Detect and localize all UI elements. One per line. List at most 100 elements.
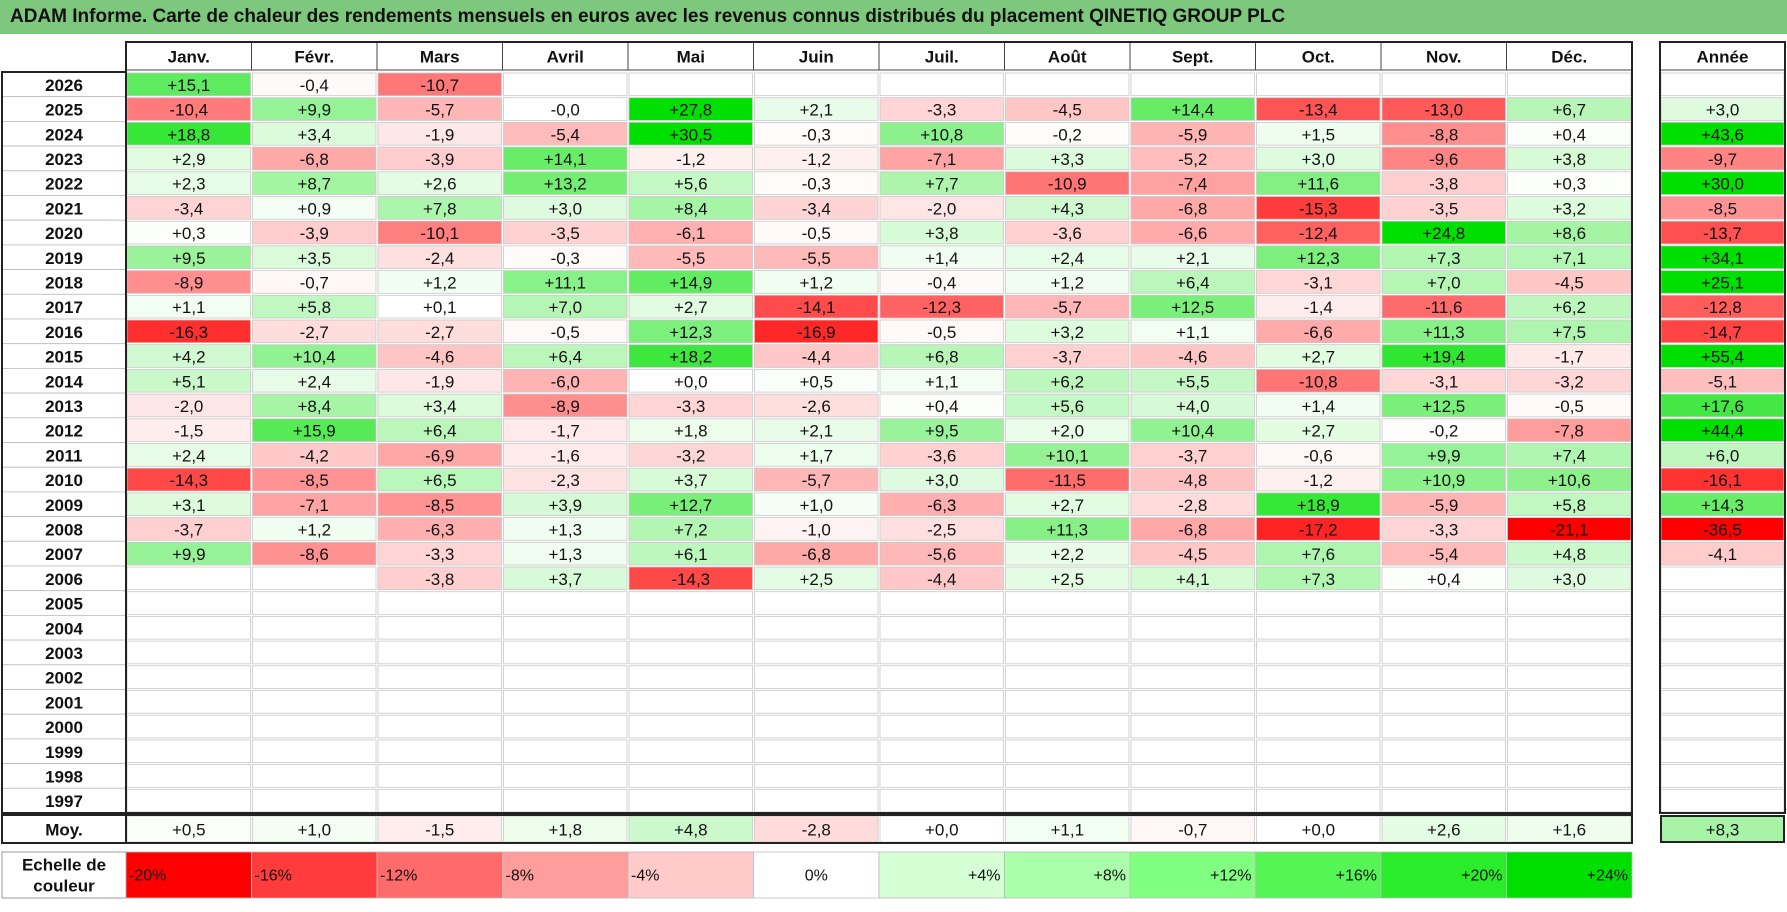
heatmap-cell [1005,171,1130,195]
heatmap-cell [377,418,502,442]
heatmap-cell [1005,393,1130,418]
average-value: +1,1 [1050,821,1084,840]
heatmap-cell [628,616,753,640]
heatmap-cell [1005,541,1130,566]
cell-value: -9,6 [1429,150,1458,169]
cell-value: +8,4 [297,397,331,416]
cell-value: +2,5 [1050,570,1084,589]
heatmap-cell [628,220,753,245]
heatmap-cell [879,566,1004,591]
annual-cell [1660,739,1785,764]
heatmap-cell [1256,492,1381,516]
heatmap-cell [252,146,377,171]
cell-value: +12,3 [1297,249,1340,268]
year-label-cell [1,763,127,789]
average-annual-cell [1660,815,1785,843]
heatmap-cell [503,270,628,294]
cell-value: +14,4 [1171,101,1214,120]
legend-label: +20% [1461,868,1502,885]
heatmap-cell [879,591,1004,615]
cell-value: -2,7 [425,323,454,342]
heatmap-cell [1256,616,1381,640]
heatmap-cell [252,294,377,319]
heatmap-cell [377,97,502,121]
heatmap-cell [754,714,879,739]
heatmap-cell [628,739,753,764]
heatmap-cell [126,714,251,739]
cell-value: -5,2 [1178,150,1207,169]
heatmap-cell [879,270,1004,294]
cell-value: -0,2 [1429,422,1458,441]
month-header: Juil. [925,48,959,67]
heatmap-cell [1507,616,1632,640]
heatmap-cell [628,146,753,171]
year-label-cell [1,615,127,641]
heatmap-cell [628,196,753,220]
year-label: 1997 [45,792,83,811]
cell-value: -5,9 [1429,496,1458,515]
heatmap-cell [252,566,377,591]
heatmap-cell [879,492,1004,516]
heatmap-cell [754,319,879,344]
heatmap-cell [1256,517,1381,541]
average-value: +1,6 [1552,821,1586,840]
heatmap-cell [754,591,879,615]
cell-value: -10,9 [1048,175,1087,194]
annual-column-border [1659,41,1786,814]
heatmap-cell [1130,443,1255,467]
heatmap-cell [1005,714,1130,739]
heatmap-cell [1381,517,1506,541]
year-label-cell [1,689,127,715]
heatmap-cell [879,344,1004,368]
heatmap-cell [879,640,1004,665]
heatmap-cell [503,640,628,665]
heatmap-cell [252,319,377,344]
heatmap-cell [377,196,502,220]
heatmap-cell [252,788,377,813]
annual-value: -16,1 [1703,471,1742,490]
cell-value: -3,3 [425,545,454,564]
cell-value: +6,4 [548,348,582,367]
heatmap-cell [252,418,377,442]
year-label: 2022 [45,175,83,194]
cell-value: +3,4 [423,397,457,416]
cell-value: -3,9 [425,150,454,169]
heatmap-cell [252,665,377,689]
cell-value: -6,8 [1178,520,1207,539]
cell-value: -0,0 [551,101,580,120]
year-label: 2023 [45,150,83,169]
heatmap-cell [1005,788,1130,813]
cell-value: -1,4 [1304,298,1333,317]
heatmap-cell [1130,97,1255,121]
cell-value: +14,9 [669,273,712,292]
heatmap-cell [503,492,628,516]
annual-value: -12,8 [1703,298,1742,317]
heatmap-cell [252,72,377,97]
cell-value: -10,8 [1299,372,1338,391]
cell-value: -8,5 [425,496,454,515]
annual-value: -5,1 [1708,372,1737,391]
year-label-cell [1,392,127,419]
month-header: Janv. [168,48,210,67]
heatmap-cell [1256,443,1381,467]
year-label-cell [1,491,127,517]
cell-value: +11,3 [1423,323,1465,342]
cell-value: -6,6 [1304,323,1333,342]
heatmap-cell [628,764,753,788]
heatmap-cell [1381,294,1506,319]
heatmap-cell [377,690,502,714]
heatmap-cell [754,443,879,467]
heatmap-cell [754,97,879,121]
year-label: 2012 [45,422,83,441]
heatmap-cell [1256,220,1381,245]
cell-value: +3,0 [925,471,959,490]
heatmap-cell [1130,739,1255,764]
heatmap-cell [252,393,377,418]
month-header: Mai [677,48,705,67]
cell-value: +1,4 [1301,397,1335,416]
legend-label-cell [1,851,127,899]
cell-value: -2,5 [927,520,956,539]
cell-value: +1,1 [925,372,959,391]
year-label: 2006 [45,570,83,589]
cell-value: -0,3 [551,249,580,268]
